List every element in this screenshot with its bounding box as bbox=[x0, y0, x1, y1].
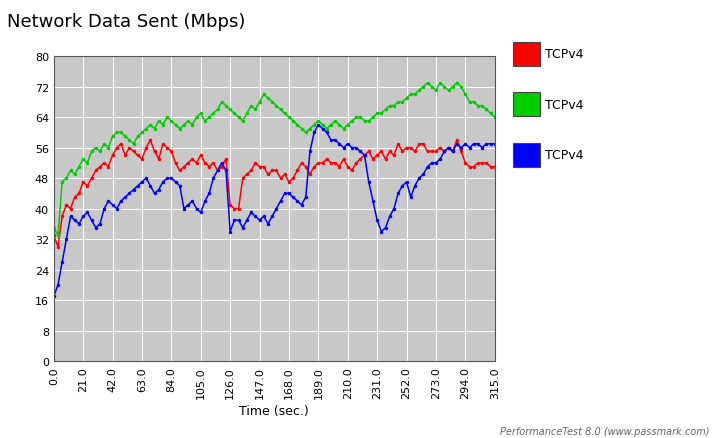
Text: TCPv4: TCPv4 bbox=[545, 48, 584, 61]
X-axis label: Time (sec.): Time (sec.) bbox=[239, 404, 309, 417]
Text: TCPv4: TCPv4 bbox=[545, 149, 584, 162]
Text: PerformanceTest 8.0 (www.passmark.com): PerformanceTest 8.0 (www.passmark.com) bbox=[500, 426, 710, 436]
Text: Network Data Sent (Mbps): Network Data Sent (Mbps) bbox=[7, 13, 245, 31]
Text: TCPv4: TCPv4 bbox=[545, 99, 584, 112]
